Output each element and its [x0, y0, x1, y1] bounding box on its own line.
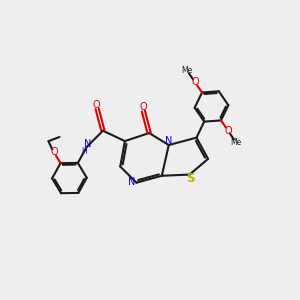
Text: O: O — [139, 102, 147, 112]
Text: Me: Me — [231, 138, 242, 147]
Text: Me: Me — [181, 65, 192, 74]
Text: O: O — [224, 126, 232, 136]
Text: N: N — [84, 139, 92, 149]
Text: S: S — [187, 172, 195, 185]
Text: O: O — [93, 100, 100, 110]
Text: H: H — [81, 146, 87, 155]
Text: O: O — [50, 147, 58, 157]
Text: O: O — [191, 77, 199, 87]
Text: N: N — [128, 176, 136, 187]
Text: N: N — [165, 136, 172, 146]
